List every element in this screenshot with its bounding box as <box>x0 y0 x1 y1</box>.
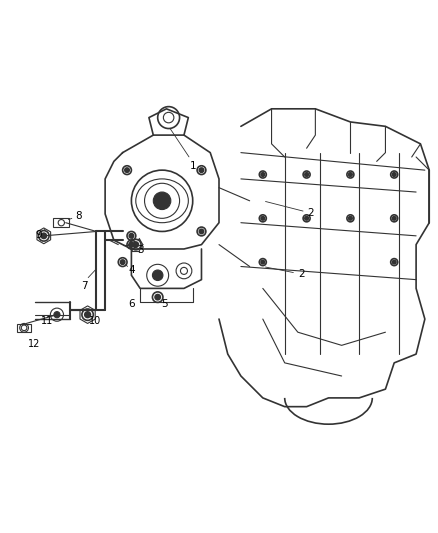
Circle shape <box>261 216 265 220</box>
Circle shape <box>349 216 352 220</box>
Circle shape <box>129 233 134 238</box>
Circle shape <box>392 216 396 220</box>
Circle shape <box>199 229 204 233</box>
Text: 2: 2 <box>307 208 314 218</box>
Text: 3: 3 <box>137 245 144 255</box>
Text: 9: 9 <box>35 230 42 239</box>
Circle shape <box>392 173 396 176</box>
Text: 7: 7 <box>81 281 88 291</box>
Circle shape <box>199 168 204 172</box>
Circle shape <box>85 312 90 318</box>
Text: 12: 12 <box>28 339 40 349</box>
Circle shape <box>261 173 265 176</box>
Circle shape <box>155 295 160 300</box>
Circle shape <box>54 312 60 318</box>
Circle shape <box>349 173 352 176</box>
Circle shape <box>129 243 134 247</box>
Text: 6: 6 <box>128 298 135 309</box>
Text: 11: 11 <box>41 316 53 326</box>
Text: 1: 1 <box>189 161 196 171</box>
Text: 2: 2 <box>298 269 305 279</box>
Circle shape <box>153 192 171 209</box>
Text: 10: 10 <box>89 316 102 326</box>
Circle shape <box>305 173 308 176</box>
Circle shape <box>41 233 46 238</box>
Circle shape <box>133 242 138 247</box>
Text: 5: 5 <box>161 298 168 309</box>
Circle shape <box>392 260 396 264</box>
Circle shape <box>120 260 125 264</box>
Text: 4: 4 <box>128 265 135 275</box>
Bar <box>17 324 31 332</box>
Circle shape <box>125 168 129 172</box>
Circle shape <box>261 260 265 264</box>
Text: 8: 8 <box>75 211 82 221</box>
Bar <box>53 218 69 228</box>
Circle shape <box>305 216 308 220</box>
Circle shape <box>152 270 163 280</box>
